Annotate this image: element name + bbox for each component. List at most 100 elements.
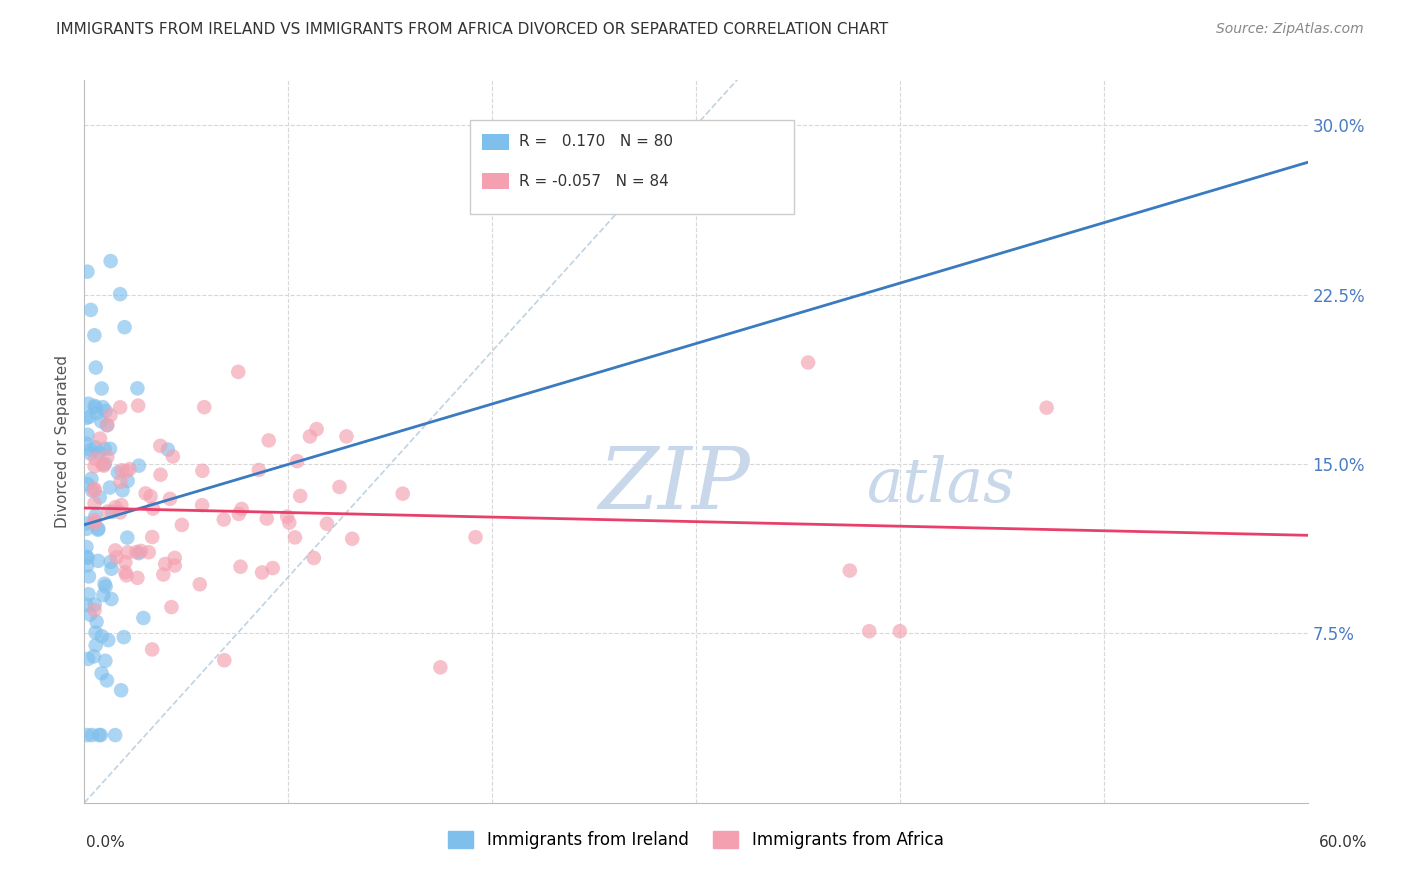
Point	[284, 530, 307, 544]
Point	[156, 442, 179, 457]
Point	[84, 508, 107, 523]
Point	[94, 457, 117, 471]
Point	[91, 400, 114, 414]
Point	[149, 439, 172, 453]
Point	[229, 559, 252, 574]
Point	[108, 287, 131, 301]
Point	[302, 551, 325, 566]
Point	[79, 442, 101, 457]
Point	[139, 489, 162, 503]
Point	[75, 598, 97, 612]
Point	[84, 360, 107, 375]
Point	[76, 477, 98, 491]
Point	[87, 522, 110, 536]
Point	[84, 401, 107, 415]
Point	[117, 474, 139, 488]
Point	[108, 401, 131, 415]
Point	[84, 625, 107, 640]
Text: 60.0%: 60.0%	[1319, 836, 1367, 850]
Point	[170, 517, 193, 532]
Point	[75, 516, 97, 531]
Point	[86, 406, 108, 420]
Point	[83, 482, 105, 496]
Point	[114, 565, 136, 579]
Point	[83, 399, 105, 413]
Point	[101, 505, 124, 519]
Point	[153, 557, 176, 571]
Point	[75, 540, 97, 554]
Point	[87, 554, 110, 568]
Point	[77, 569, 100, 583]
Point	[87, 523, 110, 537]
Point	[117, 531, 139, 545]
Point	[76, 265, 98, 279]
Point	[98, 481, 121, 495]
Point	[163, 558, 186, 573]
Point	[76, 522, 98, 536]
FancyBboxPatch shape	[482, 173, 509, 189]
Point	[335, 429, 357, 443]
Point	[80, 472, 103, 486]
Point	[75, 411, 97, 425]
Point	[96, 673, 118, 688]
Text: R =   0.170   N = 80: R = 0.170 N = 80	[519, 134, 672, 149]
Point	[89, 490, 111, 504]
Point	[90, 629, 112, 643]
Point	[84, 451, 107, 466]
Point	[93, 576, 115, 591]
Point	[89, 432, 111, 446]
Point	[77, 587, 100, 601]
Point	[90, 382, 112, 396]
Point	[889, 624, 911, 639]
Point	[83, 516, 105, 530]
Point	[127, 399, 149, 413]
FancyBboxPatch shape	[470, 120, 794, 214]
Point	[93, 458, 115, 473]
Point	[256, 511, 278, 525]
Point	[1035, 401, 1057, 415]
Point	[110, 683, 132, 698]
Point	[163, 550, 186, 565]
Point	[76, 427, 98, 442]
Point	[250, 566, 273, 580]
Point	[97, 504, 120, 518]
Point	[117, 545, 139, 559]
Point	[110, 475, 132, 489]
Point	[79, 607, 101, 622]
Point	[276, 509, 298, 524]
Point	[162, 450, 184, 464]
Point	[115, 568, 138, 582]
Y-axis label: Divorced or Separated: Divorced or Separated	[55, 355, 70, 528]
Point	[83, 459, 105, 474]
Point	[80, 728, 103, 742]
Point	[111, 463, 134, 477]
Point	[105, 550, 128, 565]
Point	[83, 603, 105, 617]
Point	[191, 498, 214, 512]
Point	[80, 302, 103, 317]
Point	[90, 414, 112, 428]
Point	[257, 434, 280, 448]
Point	[285, 454, 308, 468]
Text: 0.0%: 0.0%	[86, 836, 125, 850]
Point	[94, 442, 117, 456]
Point	[305, 422, 328, 436]
Point	[159, 491, 181, 506]
Point	[278, 516, 301, 530]
Point	[228, 507, 250, 521]
Point	[142, 501, 165, 516]
Point	[100, 254, 122, 268]
Point	[429, 660, 451, 674]
Point	[141, 530, 163, 544]
Point	[114, 320, 136, 334]
Point	[152, 567, 174, 582]
Point	[160, 600, 183, 615]
Point	[838, 564, 860, 578]
Point	[83, 496, 105, 510]
Point	[214, 653, 236, 667]
Point	[96, 418, 118, 433]
Point	[128, 458, 150, 473]
Point	[104, 728, 127, 742]
Point	[89, 445, 111, 459]
Point	[94, 580, 117, 594]
